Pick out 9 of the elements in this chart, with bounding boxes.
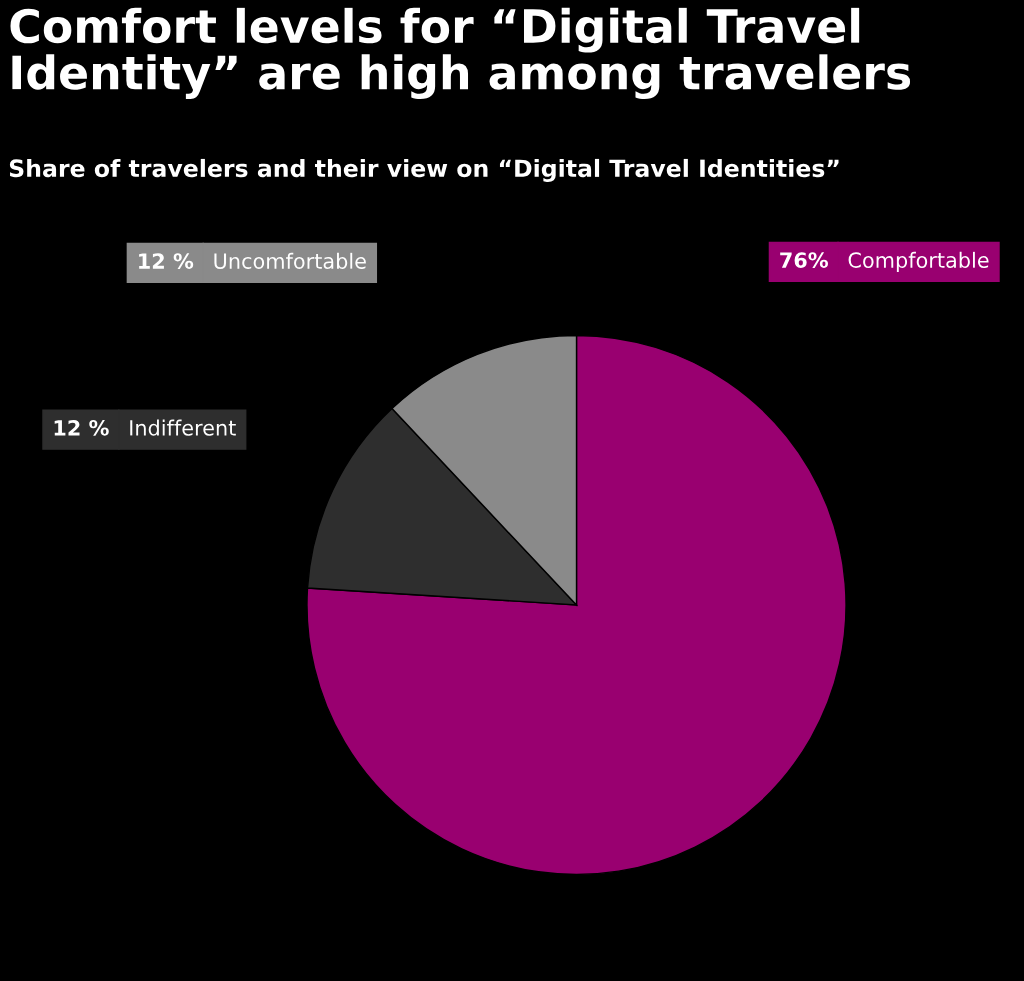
legend-label: Indifferent	[130, 419, 236, 436]
legend-label: Compfortable	[848, 251, 989, 273]
data-label: 12 %	[139, 253, 194, 269]
data-label: 76%	[780, 252, 828, 268]
chart-subtitle: Share of travelers and their view on “Digital Travel Identities”	[9, 158, 839, 182]
data-label: 12 %	[54, 419, 109, 436]
legend-label: Uncomfortable	[214, 252, 366, 269]
pie-slice	[306, 334, 847, 876]
chart-title: Comfort levels for “Digital Travel Identity” are high among travelers	[10, 7, 911, 100]
